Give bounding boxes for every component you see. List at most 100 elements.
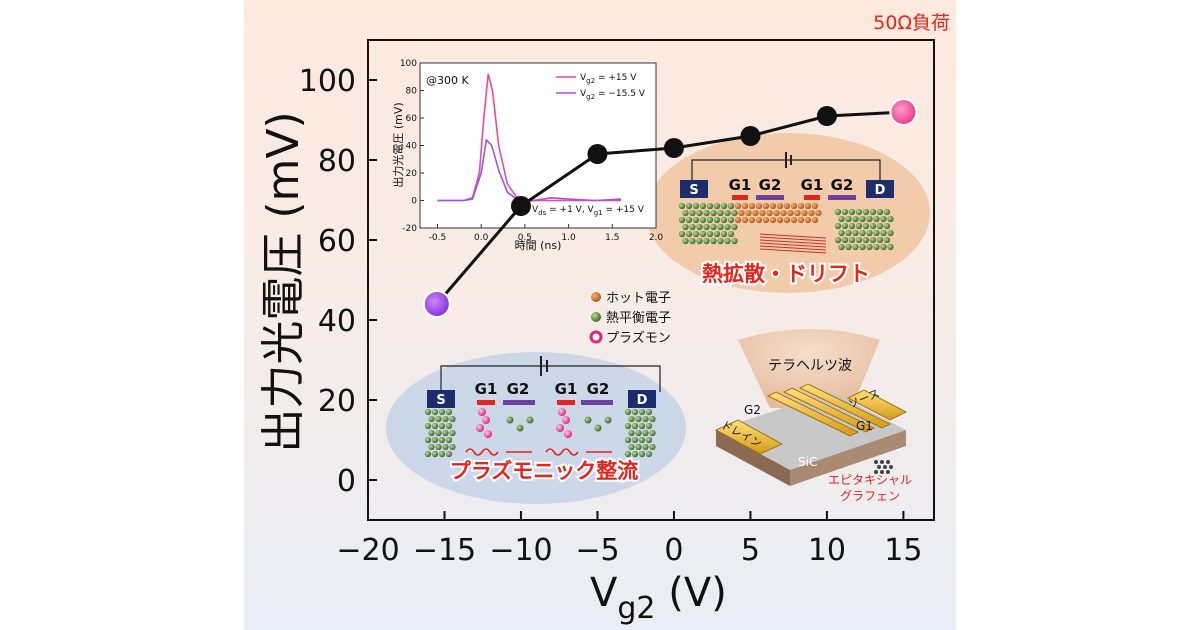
equilibrium-electron	[855, 208, 863, 216]
top-device-diagram: S D G1 G2 G1 G2 熱拡散・ドリフト	[646, 133, 930, 293]
equilibrium-electron	[713, 202, 721, 210]
hot-electron	[780, 209, 787, 217]
drift-arrow	[759, 233, 827, 239]
equilibrium-electron	[692, 230, 700, 238]
drift-arrow	[759, 245, 827, 251]
hot-electron	[797, 202, 805, 210]
hot-electron	[801, 209, 808, 217]
equilibrium-electron	[435, 429, 442, 437]
hot-electron	[769, 202, 777, 210]
equilibrium-electron	[442, 443, 449, 451]
equilibrium-electron	[731, 237, 738, 245]
hot-electron	[808, 209, 815, 217]
bottom-gate-label: G1	[555, 380, 578, 398]
bottom-source-label: S	[436, 393, 445, 408]
equilibrium-electron	[689, 209, 696, 217]
equilibrium-electron	[724, 209, 731, 217]
equilibrium-electron	[845, 215, 852, 223]
hot-electron	[734, 202, 742, 210]
equilibrium-electron	[438, 408, 446, 416]
plasmon	[484, 430, 492, 438]
series-points	[422, 98, 918, 318]
plasmon-wave	[545, 448, 579, 456]
equilibrium-electron	[713, 230, 721, 238]
equilibrium-electron	[685, 202, 693, 210]
equilibrium-electron	[516, 424, 524, 432]
equilibrium-electron	[682, 209, 689, 217]
hot-electron	[748, 216, 756, 224]
hot-electron	[759, 209, 766, 217]
hot-electron	[797, 216, 805, 224]
hot-electron	[734, 216, 742, 224]
equilibrium-electron	[604, 416, 612, 424]
data-point	[663, 138, 684, 158]
inset-axes: -20 0 20 40 60 80 100 -0.5 0.0 0.5 1.0 1.5 2.0	[400, 59, 664, 243]
hot-electron	[738, 209, 745, 217]
top-particles	[678, 202, 894, 254]
hot-electron	[811, 216, 819, 224]
x-tick-label: 15	[884, 533, 922, 568]
bottom-source-pad	[427, 390, 455, 408]
equilibrium-electron	[838, 243, 845, 251]
y-tick-label: 40	[318, 304, 356, 339]
equilibrium-electron	[628, 415, 635, 423]
equilibrium-electron	[706, 230, 714, 238]
equilibrium-electron	[876, 222, 884, 230]
equilibrium-electron	[699, 230, 707, 238]
equilibrium-electron	[880, 215, 887, 223]
inset-legend-entry: Vg2 = −15.5 V	[580, 89, 646, 101]
drift-arrow	[759, 236, 827, 242]
y-axis-label: 出力光電圧 (mV)	[258, 111, 309, 452]
inset-x-tick-label: 0.0	[474, 233, 489, 243]
equilibrium-electron	[449, 429, 456, 437]
equilibrium-electron	[845, 243, 852, 251]
equilibrium-electron	[431, 422, 439, 430]
equilibrium-electron	[710, 209, 717, 217]
equilibrium-electron	[855, 236, 863, 244]
chip-illustration: テラヘルツ波 G2 G1 ソース ドレイン SiC エピタキシャル グラフェン	[714, 329, 912, 503]
equilibrium-electron	[678, 202, 686, 210]
equilibrium-electron	[689, 223, 696, 231]
equilibrium-electron	[638, 436, 646, 444]
equilibrium-electron	[703, 209, 710, 217]
data-point	[816, 106, 837, 126]
top-gate-bar	[756, 195, 784, 200]
data-point	[587, 144, 608, 164]
equilibrium-electron	[689, 237, 696, 245]
inset-x-tick-label: 1.5	[605, 233, 619, 243]
equilibrium-electron	[866, 229, 873, 237]
inset-condition: Vds = +1 V, Vg1 = +15 V	[532, 205, 645, 217]
equilibrium-electron	[876, 236, 884, 244]
hot-electron	[790, 202, 798, 210]
x-axis: −20 −15 −10 −5 0 5 10 15	[336, 511, 922, 568]
top-gate-bar	[804, 195, 820, 200]
inset-y-tick-label: 0	[411, 197, 417, 207]
equilibrium-electron	[424, 436, 432, 444]
equilibrium-electron	[445, 450, 453, 458]
data-point	[889, 98, 918, 126]
equilibrium-electron	[506, 416, 514, 424]
hot-electron-icon	[591, 292, 601, 302]
equilibrium-electron	[845, 229, 852, 237]
equilibrium-electron	[431, 450, 439, 458]
equilibrium-electron	[642, 429, 649, 437]
equilibrium-electron	[720, 230, 728, 238]
equilibrium-electron	[710, 223, 717, 231]
drain-electrode	[714, 419, 784, 455]
data-point	[510, 196, 531, 216]
top-drain-pad	[866, 180, 894, 198]
hot-electron	[762, 202, 770, 210]
hot-electron	[752, 209, 759, 217]
equilibrium-electron	[731, 223, 738, 231]
equilibrium-electron	[862, 236, 870, 244]
equilibrium-electron	[859, 229, 866, 237]
chip-side	[790, 430, 906, 486]
equilibrium-electron	[682, 237, 689, 245]
inset-series-purple	[437, 138, 622, 203]
chip-side	[716, 430, 790, 486]
equilibrium-electron	[438, 422, 446, 430]
equilibrium-electron	[645, 408, 653, 416]
top-drain-label: D	[875, 183, 886, 198]
equilibrium-electron-icon	[591, 312, 601, 322]
equilibrium-electron	[699, 216, 707, 224]
